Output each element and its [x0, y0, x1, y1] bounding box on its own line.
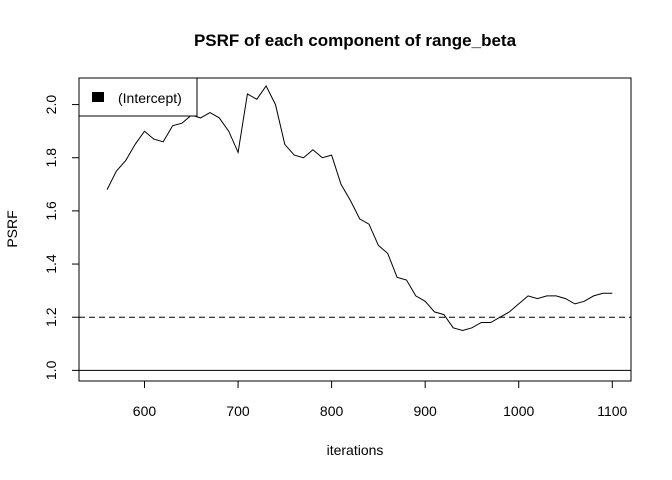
legend: (Intercept): [78, 77, 198, 117]
y-tick-label: 1.4: [43, 254, 59, 274]
series-line: [106, 85, 613, 332]
y-axis-label: PSRF: [4, 210, 20, 247]
y-axis: 1.0 1.2 1.4 1.6 1.8 2.0: [43, 95, 80, 380]
y-tick-label: 1.8: [43, 148, 59, 168]
series-layer: [106, 85, 613, 332]
legend-entry-label: (Intercept): [118, 90, 182, 106]
y-tick-label: 1.0: [43, 360, 59, 380]
y-tick-label: 2.0: [43, 95, 59, 115]
x-tick-label: 1000: [503, 403, 534, 419]
plot-area: [78, 77, 632, 382]
x-tick-label: 600: [133, 403, 157, 419]
plot-frame: [78, 77, 632, 382]
reference-lines: [79, 316, 631, 371]
x-axis-label: iterations: [327, 442, 384, 458]
legend-swatch: [92, 92, 104, 102]
x-tick-label: 800: [320, 403, 344, 419]
x-axis: 600 700 800 900 1000 1100: [133, 380, 628, 419]
chart-title: PSRF of each component of range_beta: [194, 31, 517, 50]
y-tick-label: 1.6: [43, 201, 59, 221]
x-tick-label: 1100: [597, 403, 627, 419]
x-tick-label: 900: [413, 403, 437, 419]
x-tick-label: 700: [226, 403, 250, 419]
y-tick-label: 1.2: [43, 307, 59, 327]
